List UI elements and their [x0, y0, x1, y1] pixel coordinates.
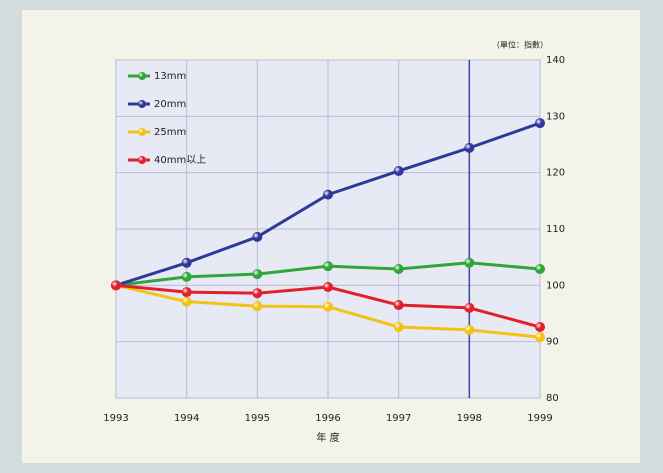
- legend-marker: [138, 128, 146, 136]
- x-tick-label: 1995: [245, 413, 270, 424]
- unit-label: （單位：指數）: [492, 40, 548, 50]
- point: [323, 282, 333, 293]
- y-tick-label: 140: [546, 55, 565, 66]
- x-tick-label: 1999: [527, 413, 552, 424]
- point: [393, 263, 404, 274]
- point: [393, 165, 404, 176]
- point: [535, 332, 545, 343]
- x-axis-label: 年 度: [316, 431, 339, 444]
- point: [464, 324, 475, 335]
- point: [252, 288, 263, 299]
- point: [323, 261, 333, 272]
- y-tick-label: 120: [546, 168, 565, 179]
- legend-marker: [138, 72, 146, 80]
- x-tick-label: 1993: [103, 413, 128, 424]
- legend-label: 25mm: [154, 127, 186, 138]
- y-tick-label: 130: [546, 111, 565, 122]
- point: [535, 118, 545, 129]
- point: [252, 301, 263, 312]
- point: [464, 142, 475, 153]
- y-tick-label: 90: [546, 337, 559, 348]
- point: [181, 257, 192, 268]
- point: [181, 296, 192, 307]
- point: [535, 322, 545, 333]
- x-tick-label: 1994: [174, 413, 199, 424]
- legend-label: 20mm: [154, 99, 186, 110]
- point: [252, 231, 263, 242]
- x-tick-label: 1997: [386, 413, 411, 424]
- legend-label: 40mm以上: [154, 154, 206, 166]
- point: [111, 280, 121, 291]
- point: [535, 263, 545, 274]
- x-tick-label: 1998: [457, 413, 482, 424]
- point: [323, 189, 333, 200]
- point: [323, 301, 333, 312]
- point: [464, 257, 475, 268]
- point: [464, 302, 475, 313]
- point: [252, 269, 263, 280]
- x-tick-label: 1996: [315, 413, 340, 424]
- legend-label: 13mm: [154, 71, 186, 82]
- point: [181, 271, 192, 282]
- legend-marker: [138, 100, 146, 108]
- point: [393, 322, 404, 333]
- y-tick-label: 80: [546, 393, 559, 404]
- y-tick-label: 110: [546, 224, 565, 235]
- point: [181, 287, 192, 298]
- point: [393, 300, 404, 311]
- y-tick-label: 100: [546, 280, 565, 291]
- legend-marker: [138, 156, 146, 164]
